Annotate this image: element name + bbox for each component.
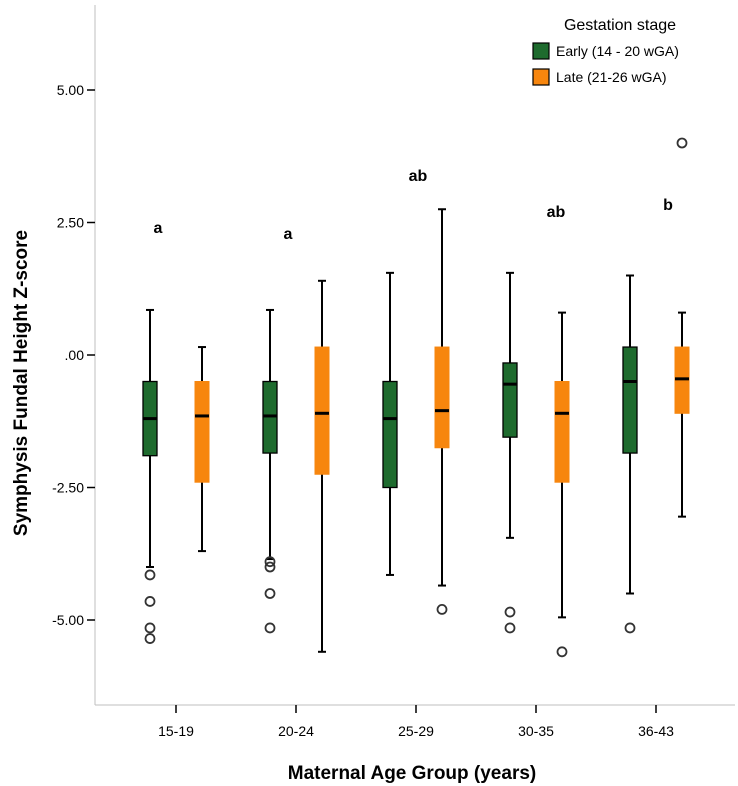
legend: Gestation stage Early (14 - 20 wGA) Late… [532,17,679,86]
significance-annotations: a a ab ab b [154,168,674,243]
box-early-30-35 [502,271,518,634]
box-late-25-29 [434,208,450,615]
box-iqr [314,346,330,475]
box-early-25-29 [382,271,398,576]
x-tick-label: 15-19 [158,723,194,739]
y-tick-label: -5.00 [52,612,84,628]
y-tick-label: 2.50 [57,215,84,231]
x-tick-label: 20-24 [278,723,314,739]
legend-label-early: Early (14 - 20 wGA) [556,43,679,59]
outlier-point [144,622,156,634]
box-early-20-24 [262,308,278,634]
x-tick-label: 36-43 [638,723,674,739]
annotation-label: b [663,197,673,214]
box-iqr [434,346,450,449]
outlier-point [144,569,156,581]
y-tick-label: -2.50 [52,480,84,496]
y-axis: 5.00 2.50 .00 -2.50 -5.00 [52,82,95,628]
x-axis-title: Maternal Age Group (years) [288,763,536,784]
legend-swatch-early [532,42,550,60]
outlier-point [556,646,568,658]
box-iqr [502,362,518,438]
outlier-point [504,622,516,634]
legend-title: Gestation stage [564,17,676,34]
box-iqr [554,381,570,483]
outlier-point [676,137,688,149]
annotation-label: a [154,220,163,237]
box-late-15-19 [194,346,210,553]
outlier-point [264,588,276,599]
box-late-30-35 [554,311,570,658]
x-axis: 15-19 20-24 25-29 30-35 36-43 [158,705,674,739]
annotation-label: a [284,226,293,243]
y-axis-title: Symphysis Fundal Height Z-score [11,230,32,536]
outlier-point [144,596,156,607]
outlier-point [624,622,636,634]
box-iqr [622,346,638,454]
box-series [142,137,690,658]
legend-item-late: Late (21-26 wGA) [532,68,667,86]
box-late-36-43 [674,137,690,518]
legend-item-early: Early (14 - 20 wGA) [532,42,679,60]
outlier-point [436,604,448,615]
x-tick-label: 25-29 [398,723,434,739]
plot-frame [94,5,735,706]
outlier-point [264,561,276,573]
annotation-label: ab [547,204,566,221]
x-tick-label: 30-35 [518,723,554,739]
box-early-15-19 [142,308,158,644]
outlier-point [264,556,276,568]
outlier-point [264,622,276,634]
y-tick-label: .00 [65,347,85,363]
outlier-point [144,633,156,644]
y-tick-label: 5.00 [57,82,84,98]
annotation-label: ab [409,168,428,185]
legend-label-late: Late (21-26 wGA) [556,69,667,85]
box-early-36-43 [622,274,638,634]
box-iqr [382,380,398,489]
outlier-point [504,606,516,618]
box-iqr [194,381,210,483]
box-late-20-24 [314,279,330,653]
legend-swatch-late [532,68,550,86]
